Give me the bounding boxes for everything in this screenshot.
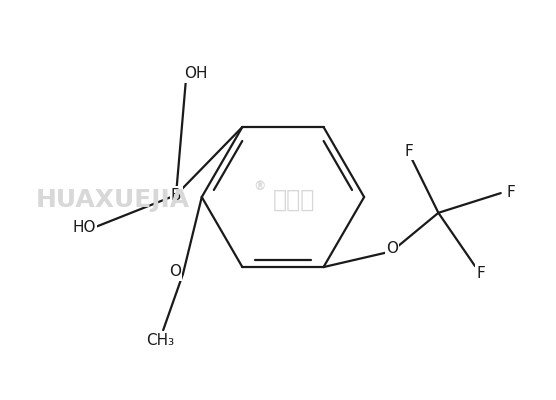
Text: CH₃: CH₃ [146,332,175,348]
Text: HUAXUEJIA: HUAXUEJIA [36,188,190,212]
Text: 化学加: 化学加 [272,188,315,212]
Text: ®: ® [253,180,266,193]
Text: OH: OH [184,66,207,81]
Text: F: F [476,266,485,281]
Text: B: B [171,188,181,202]
Text: F: F [507,185,515,200]
Text: O: O [386,241,398,256]
Text: O: O [169,264,181,280]
Text: F: F [405,144,413,159]
Text: HO: HO [72,220,96,235]
